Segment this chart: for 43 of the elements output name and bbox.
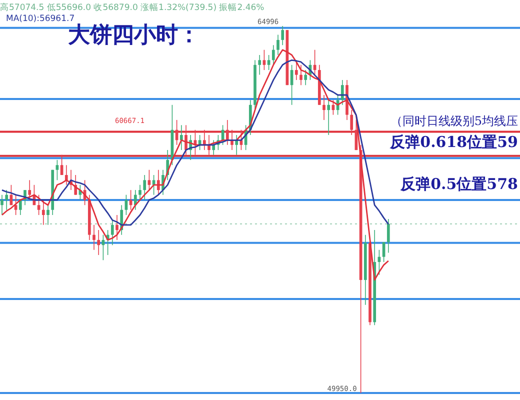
candlestick (143, 174, 146, 200)
annotation: （同时日线级别5均线压 (390, 114, 518, 128)
candlestick (5, 190, 8, 210)
candlestick (281, 26, 284, 46)
candlestick (37, 194, 40, 216)
candlestick (267, 54, 270, 70)
candlestick (180, 124, 183, 150)
candlestick (276, 34, 280, 56)
candlestick (134, 190, 137, 210)
candlestick (322, 94, 326, 120)
candlestick (42, 200, 45, 226)
annotation: 反弹0.618位置59 (389, 133, 518, 152)
annotation: 反弹0.5位置578 (400, 174, 518, 193)
candlestick (300, 64, 302, 86)
candlestick (28, 180, 32, 200)
candlestick (110, 220, 114, 246)
candlestick (262, 49, 266, 70)
candlestick (327, 100, 330, 136)
candlestick (184, 124, 188, 156)
candlestick (138, 184, 142, 200)
candlestick (56, 160, 59, 181)
candlestick (64, 164, 68, 186)
candlestick (350, 110, 354, 136)
candlestick (226, 120, 229, 146)
candlestick (382, 242, 386, 262)
candlestick (116, 214, 118, 240)
candlestick (46, 204, 50, 226)
candlestick (156, 169, 160, 196)
chart-title: 大饼四小时： (68, 22, 200, 48)
text: 高57074.5 低55696.0 收56879.0 涨幅1.32%(739.5) 振幅2.46% (0, 2, 264, 13)
candlestick (18, 200, 22, 216)
text: MA(10):56961.7 (6, 14, 75, 24)
candlestick (92, 224, 96, 250)
candlestick (304, 70, 308, 86)
candlestick (340, 80, 344, 106)
candlestick (97, 230, 100, 256)
candlestick (386, 218, 390, 254)
candlestick (272, 44, 275, 66)
candlestick (212, 140, 216, 156)
candlestick (208, 134, 210, 156)
candlestick (148, 169, 151, 190)
candlestick (0, 194, 4, 216)
candlestick (258, 54, 262, 76)
